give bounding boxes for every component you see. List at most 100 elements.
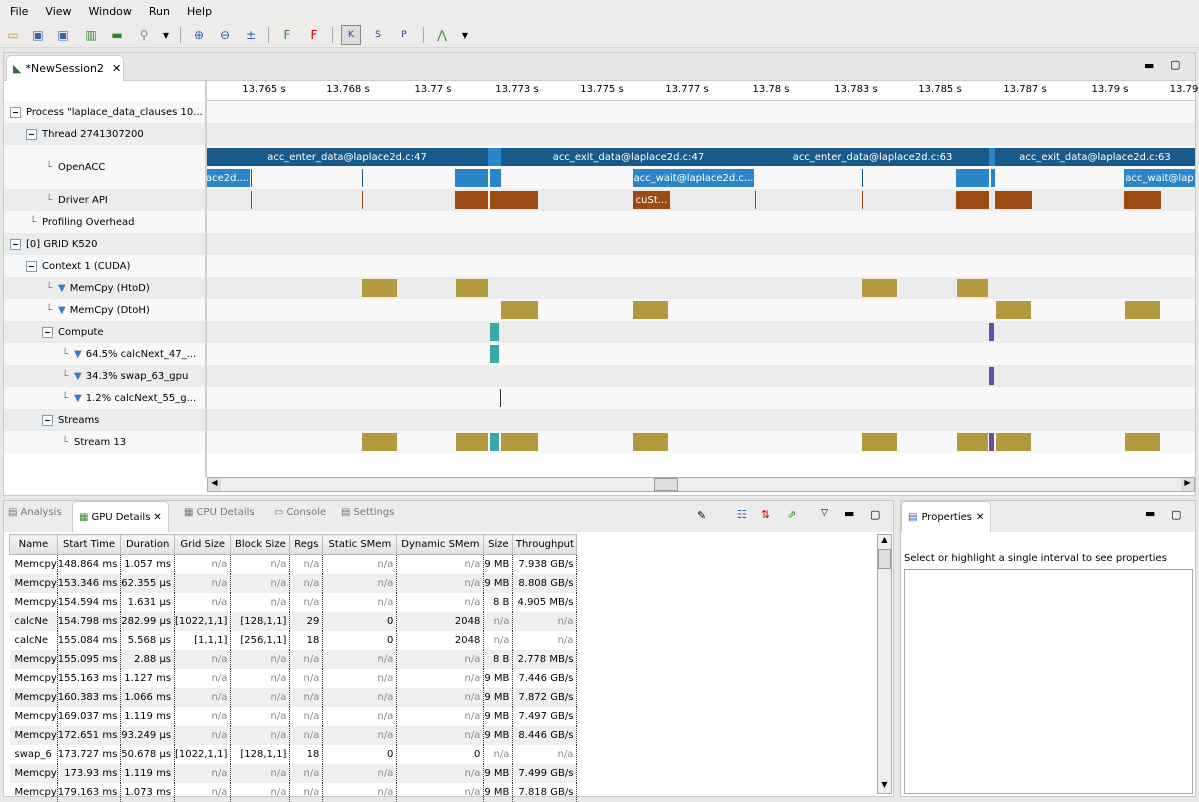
collapse-icon[interactable] [10,238,21,250]
openacc-mark[interactable] [362,169,363,187]
close-icon[interactable]: ✕ [976,511,985,523]
openacc-bar[interactable] [455,169,488,187]
scroll-thumb[interactable] [878,549,891,569]
table-row[interactable]: swap_6 173.727 ms 50.678 µs [1022,1,1] [128,… [9,744,578,764]
chevron-down-icon[interactable]: ▼ [162,30,170,40]
tab-cpu-details[interactable]: ▦ CPU Details [184,507,255,518]
memcpy-dtoh-bar[interactable] [501,301,538,319]
collapse-icon[interactable] [10,106,21,118]
stream-bar[interactable] [996,433,1031,451]
row-kernel-swap63[interactable]: └ ▼ 34.3% swap_63_gpu [4,365,1195,387]
minimize-icon[interactable]: ▬ [844,507,855,520]
row-process[interactable]: Process "laplace_data_clauses 10... [4,101,1195,123]
openacc-bar[interactable] [989,148,995,166]
tab-settings[interactable]: ▤ Settings [341,507,395,518]
run-icon[interactable]: ▬ [111,28,123,42]
openacc-bar[interactable]: acc_wait@laplace2d.c... [633,169,754,187]
menu-view[interactable]: View [45,4,72,18]
menu-window[interactable]: Window [88,4,132,18]
row-driver-api[interactable]: └ Driver API [4,189,1195,211]
memcpy-htod-bar[interactable] [957,279,988,297]
scroll-thumb[interactable] [654,478,678,491]
zoom-out-icon[interactable]: ⊖ [219,28,231,42]
column-header[interactable]: Block Size [230,534,291,555]
collapse-icon[interactable] [42,326,53,338]
row-profiling-overhead[interactable]: └ Profiling Overhead [4,211,1195,233]
stream-bar[interactable] [456,433,488,451]
tab-gpu-details[interactable]: ▦ GPU Details ✕ [72,501,169,532]
openacc-bar[interactable]: acc_wait@lap [1124,169,1195,187]
menu-run[interactable]: Run [148,4,170,18]
stream-bar[interactable] [633,433,668,451]
openacc-bar[interactable]: acc_exit_data@laplace2d.c:47 [501,148,756,166]
minimize-icon[interactable]: ▬ [1145,507,1156,520]
row-kernel-calcnext55[interactable]: └ ▼ 1.2% calcNext_55_g... [4,387,1195,409]
save-as-icon[interactable]: ▣ [57,28,69,42]
openacc-bar[interactable] [956,169,989,187]
openacc-mark[interactable] [862,169,863,187]
kernel-swap63-bar[interactable] [989,367,994,385]
tab-console[interactable]: ▭ Console [274,507,327,518]
stream-bar[interactable] [362,433,397,451]
row-thread[interactable]: Thread 2741307200 [4,123,1195,145]
openacc-bar[interactable] [991,169,995,187]
analyze-icon[interactable]: ▥ [85,28,97,42]
driver-mark[interactable] [862,191,863,209]
scroll-down-icon[interactable]: ▼ [881,780,888,789]
chevron-down-icon[interactable]: ▼ [461,30,469,40]
menu-file[interactable]: File [10,4,29,18]
tab-properties[interactable]: ▤ Properties ✕ [901,501,992,532]
column-header[interactable]: Dynamic SMem [396,534,485,555]
table-row[interactable]: Memcpy 160.383 ms 1.066 ms n/a n/a n/a n/a n/a 9… [9,687,578,707]
clear-filter-icon[interactable]: F [310,28,318,42]
kernel-view-icon[interactable]: K [341,25,361,45]
table-row[interactable]: Memcpy 179.163 ms 1.073 ms n/a n/a n/a n/a n/a 9… [9,782,578,802]
table-row[interactable]: Memcpy 155.095 ms 2.88 µs n/a n/a n/a n/a n/a 8 … [9,649,578,669]
openacc-bar[interactable] [490,169,501,187]
driver-mark[interactable] [362,191,363,209]
column-header[interactable]: Static SMem [322,534,398,555]
collapse-icon[interactable] [26,260,37,272]
maximize-icon[interactable]: ▢ [870,508,881,521]
table-row[interactable]: Memcpy 155.163 ms 1.127 ms n/a n/a n/a n/a n/a 9… [9,668,578,688]
new-session-icon[interactable]: ▭ [7,28,19,42]
memcpy-dtoh-bar[interactable] [633,301,668,319]
row-gpu[interactable]: [0] GRID K520 [4,233,1195,255]
column-header[interactable]: Regs [289,534,324,555]
maximize-icon[interactable]: ▢ [1171,508,1182,521]
column-header[interactable]: Size [483,534,514,555]
pane-divider[interactable] [205,81,207,477]
table-row[interactable]: Memcpy 173.93 ms 1.119 ms n/a n/a n/a n/a n/a 9 … [9,763,578,783]
sort-icon[interactable]: ⇅ [761,508,771,521]
collapse-icon[interactable] [26,128,37,140]
openacc-bar[interactable]: acc_enter_data@laplace2d.c:63 [756,148,989,166]
compute-bar[interactable] [490,323,499,341]
openacc-bar[interactable]: ace2d.... [206,169,250,187]
stream-bar[interactable] [501,433,538,451]
driver-mark[interactable] [755,191,756,209]
compute-bar[interactable] [989,323,994,341]
table-row[interactable]: calcNe 155.084 ms 5.568 µs [1,1,1] [256,1,1]… [9,630,578,650]
driver-bar[interactable] [956,191,989,209]
openacc-bar[interactable]: acc_exit_data@laplace2d.c:63 [995,148,1195,166]
process-view-icon[interactable]: P [401,30,407,40]
driver-bar[interactable] [995,191,1032,209]
memcpy-dtoh-bar[interactable] [996,301,1031,319]
kernel-calcnext47-bar[interactable] [490,345,499,363]
column-header[interactable]: Grid Size [174,534,232,555]
driver-mark[interactable] [251,191,252,209]
column-header[interactable]: Name [9,534,58,555]
table-row[interactable]: Memcpy 148.864 ms 1.057 ms n/a n/a n/a n/a n/a 9… [9,554,578,574]
scroll-right-icon[interactable]: ▶ [1181,478,1194,491]
kernel-calcnext55-bar[interactable] [500,389,501,407]
row-kernel-calcnext47[interactable]: └ ▼ 64.5% calcNext_47_... [4,343,1195,365]
row-stream13[interactable]: └ Stream 13 [4,431,1195,453]
driver-bar[interactable] [490,191,538,209]
driver-bar[interactable]: cuSt... [633,191,670,209]
row-memcpy-htod[interactable]: └ ▼ MemCpy (HtoD) [4,277,1195,299]
tab-analysis[interactable]: ▤ Analysis [8,507,62,518]
openacc-bar[interactable] [488,148,501,166]
stream-view-icon[interactable]: S [375,30,381,40]
maximize-icon[interactable]: ▢ [1170,58,1181,71]
stream-bar[interactable] [957,433,988,451]
